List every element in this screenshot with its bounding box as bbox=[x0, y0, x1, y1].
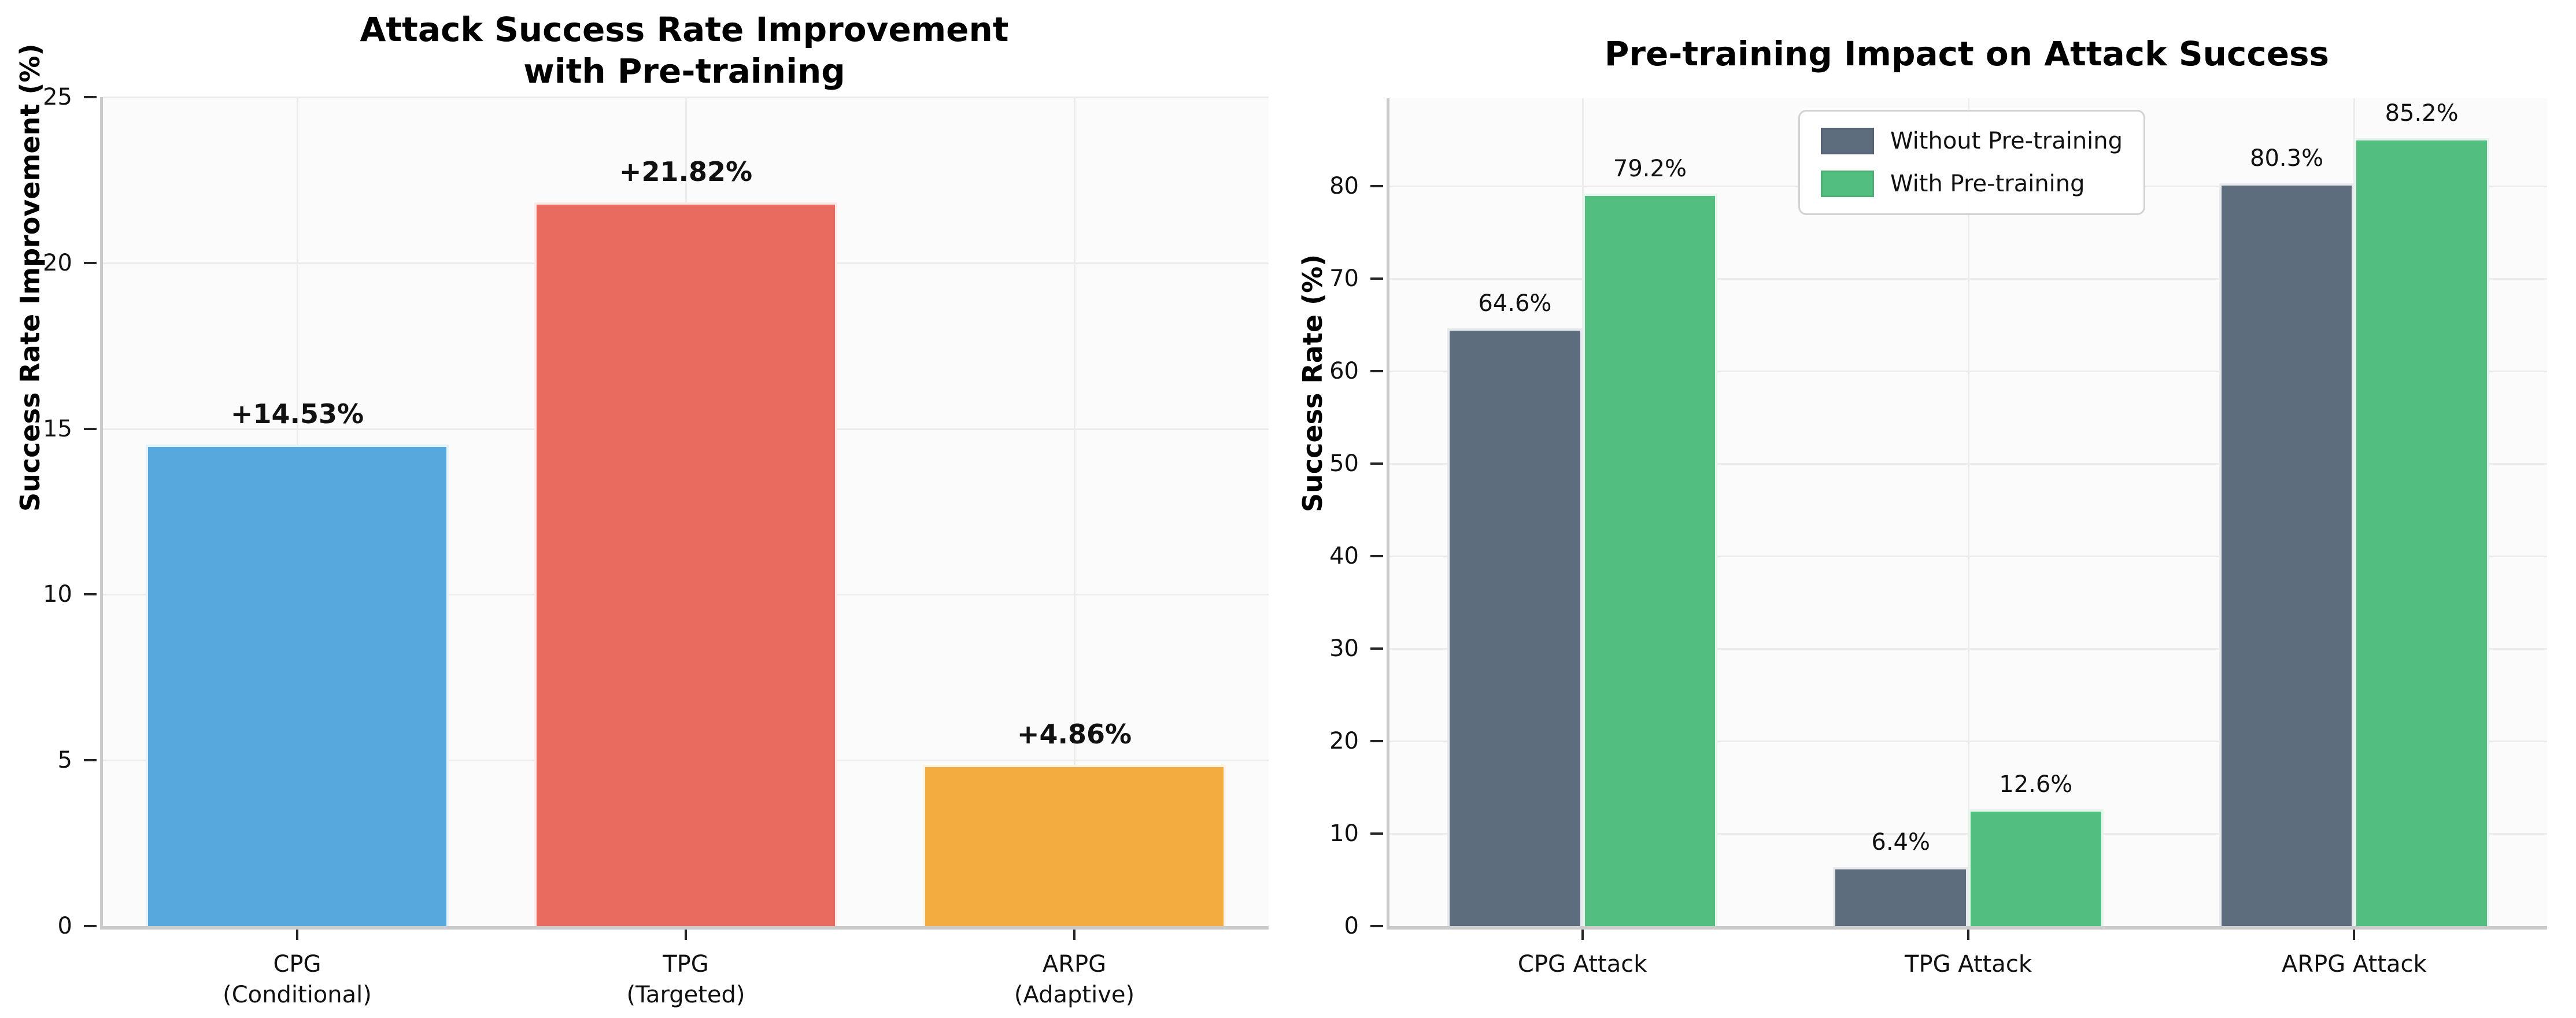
y-tick-label: 0 bbox=[1344, 913, 1359, 939]
bar-value-label: 85.2% bbox=[2385, 99, 2459, 127]
y-tick-label: 20 bbox=[1329, 728, 1359, 754]
bar-value-label: +14.53% bbox=[230, 398, 364, 430]
bar-value-label: 79.2% bbox=[1613, 155, 1687, 182]
right-chart-title: Pre-training Impact on Attack Success bbox=[1604, 34, 2330, 73]
bar-cpg bbox=[145, 444, 449, 926]
bar-value-label: 6.4% bbox=[1871, 828, 1931, 856]
y-tick-mark bbox=[1370, 277, 1383, 280]
legend-item-without-pretraining: Without Pre-training bbox=[1821, 128, 2123, 154]
y-tick-label: 70 bbox=[1329, 265, 1359, 292]
y-tick-mark bbox=[1370, 185, 1383, 187]
y-tick-mark bbox=[1370, 925, 1383, 927]
left-chart-title-line1: Attack Success Rate Improvement bbox=[360, 10, 1009, 49]
legend: Without Pre-training With Pre-training bbox=[1798, 110, 2146, 215]
y-tick-label: 15 bbox=[43, 415, 72, 442]
left-chart-title-line2: with Pre-training bbox=[523, 51, 845, 91]
bar-cpg-without bbox=[1447, 328, 1583, 926]
left-plot-area: +14.53% +21.82% +4.86% bbox=[100, 97, 1269, 930]
bar-tpg-with bbox=[1968, 809, 2104, 926]
right-plot-area: 64.6% 79.2% 6.4% 12.6% 80.3% 85.2% bbox=[1387, 98, 2547, 930]
bar-value-label: +4.86% bbox=[1017, 719, 1132, 750]
x-tick-mark bbox=[1581, 930, 1584, 940]
bar-cpg-with bbox=[1582, 193, 1718, 926]
legend-swatch-with-pretraining bbox=[1821, 171, 1874, 197]
legend-label-with-pretraining: With Pre-training bbox=[1890, 171, 2085, 197]
y-tick-mark bbox=[1370, 555, 1383, 557]
y-tick-label: 30 bbox=[1329, 635, 1359, 662]
y-tick-mark bbox=[1370, 370, 1383, 372]
y-tick-mark bbox=[84, 261, 97, 264]
bar-arpg-without bbox=[2219, 183, 2355, 926]
x-tick-label: TPG (Targeted) bbox=[626, 951, 745, 1008]
legend-item-with-pretraining: With Pre-training bbox=[1821, 171, 2123, 197]
x-tick-mark bbox=[1073, 930, 1076, 940]
y-tick-mark bbox=[1370, 462, 1383, 465]
x-tick-mark bbox=[2353, 930, 2356, 940]
y-tick-mark bbox=[1370, 832, 1383, 835]
y-tick-label: 10 bbox=[43, 581, 72, 608]
bar-value-label: 64.6% bbox=[1478, 290, 1552, 317]
y-tick-mark bbox=[84, 593, 97, 596]
grid-line-vertical bbox=[1074, 97, 1076, 926]
grid-line-vertical bbox=[1968, 98, 1969, 926]
y-tick-label: 60 bbox=[1329, 358, 1359, 384]
bar-arpg-with bbox=[2354, 138, 2489, 926]
y-tick-label: 50 bbox=[1329, 450, 1359, 477]
y-tick-mark bbox=[1370, 647, 1383, 650]
x-tick-label: CPG (Conditional) bbox=[223, 951, 372, 1008]
legend-swatch-without-pretraining bbox=[1821, 128, 1874, 154]
x-tick-mark bbox=[685, 930, 687, 940]
y-tick-mark bbox=[84, 427, 97, 430]
y-tick-label: 20 bbox=[43, 249, 72, 276]
y-tick-mark bbox=[84, 925, 97, 927]
x-tick-label: CPG Attack bbox=[1517, 951, 1647, 978]
x-tick-label: ARPG (Adaptive) bbox=[1014, 951, 1135, 1008]
bar-tpg-without bbox=[1833, 867, 1968, 926]
y-tick-mark bbox=[84, 759, 97, 762]
y-tick-label: 40 bbox=[1329, 543, 1359, 569]
y-tick-label: 5 bbox=[57, 747, 72, 774]
y-tick-label: 25 bbox=[43, 84, 72, 110]
y-tick-label: 80 bbox=[1329, 173, 1359, 199]
y-tick-mark bbox=[84, 96, 97, 98]
bar-value-label: 12.6% bbox=[1999, 771, 2073, 798]
legend-label-without-pretraining: Without Pre-training bbox=[1890, 128, 2123, 154]
y-tick-mark bbox=[1370, 740, 1383, 742]
x-tick-label: ARPG Attack bbox=[2281, 951, 2427, 978]
bar-arpg bbox=[922, 765, 1226, 926]
x-tick-mark bbox=[296, 930, 298, 940]
bar-value-label: 80.3% bbox=[2250, 145, 2324, 172]
bar-value-label: +21.82% bbox=[619, 156, 753, 188]
y-tick-label: 10 bbox=[1329, 820, 1359, 847]
x-tick-mark bbox=[1967, 930, 1969, 940]
y-tick-label: 0 bbox=[57, 913, 72, 939]
left-chart-title: Attack Success Rate Improvement with Pre… bbox=[100, 9, 1269, 92]
bar-tpg bbox=[534, 202, 838, 926]
x-tick-label: TPG Attack bbox=[1905, 951, 2032, 978]
